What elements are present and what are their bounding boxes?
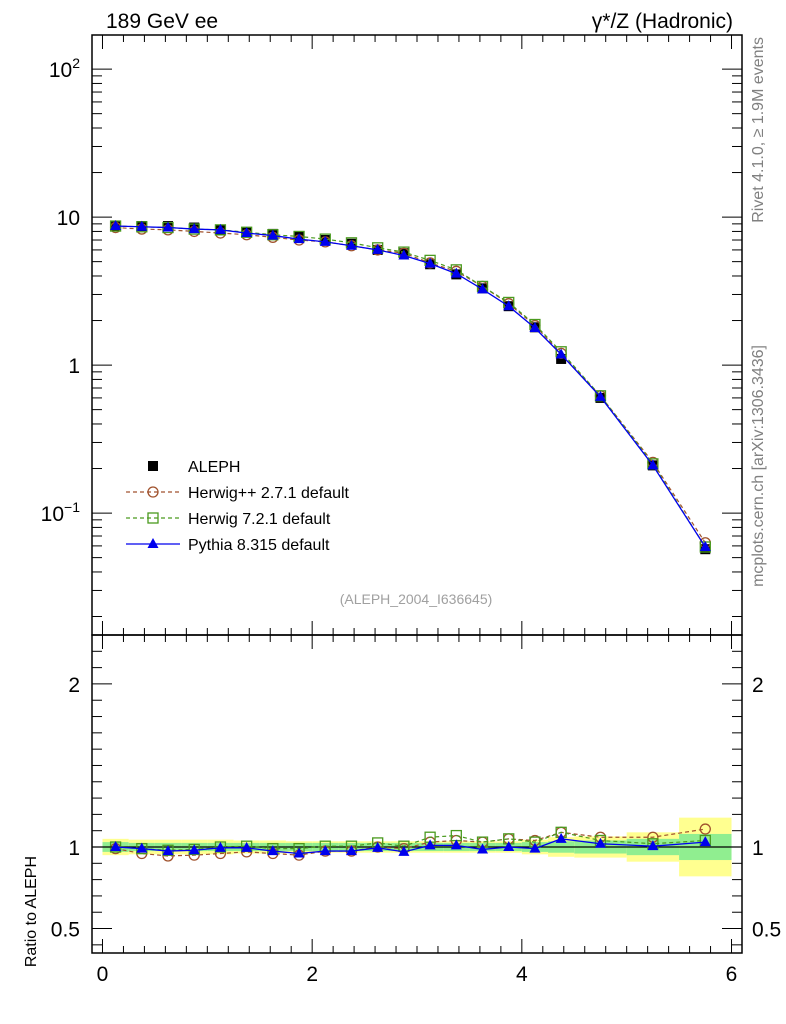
main-data-point: [162, 221, 174, 232]
ratio-data-point: [424, 839, 436, 850]
legend: ALEPH Herwig++ 2.7.1 default Herwig 7.2.1 …: [126, 459, 350, 554]
main-data-point: [241, 227, 253, 238]
ratio-data-point: [529, 842, 541, 853]
ratio-data-point: [450, 839, 462, 850]
ratio-data-point: [110, 841, 122, 851]
ratio-series-3: [110, 832, 711, 858]
ratio-y-tick-label-right: 1: [752, 837, 764, 860]
legend-entry-3: Herwig 7.2.1 default: [126, 511, 331, 528]
legend-label: ALEPH: [188, 459, 240, 476]
main-series-3: [109, 220, 711, 553]
x-tick-label: 2: [306, 963, 318, 986]
main-y-tick-label: 1: [68, 355, 80, 378]
ratio-data-point: [594, 837, 606, 848]
main-series-1: [110, 221, 711, 555]
ratio-y-tick-label-right: 0.5: [752, 919, 781, 942]
watermark-label: (ALEPH_2004_I636645): [340, 591, 493, 607]
ratio-data-point: [214, 841, 226, 852]
ratio-panel: 0 2 4 6 0.5 0.5 1 1 2 2 Ratio to ALEPH: [23, 634, 781, 986]
ratio-data-point: [136, 842, 148, 853]
rivet-version-label: Rivet 4.1.0, ≥ 1.9M events: [750, 37, 767, 223]
legend-entry-4: Pythia 8.315 default: [126, 537, 330, 554]
ratio-data-point: [188, 844, 200, 855]
legend-label: Herwig 7.2.1 default: [188, 511, 331, 528]
main-data-point: [214, 223, 226, 234]
legend-marker: [148, 461, 158, 471]
ratio-data-point: [699, 823, 711, 835]
main-data-point: [647, 459, 659, 470]
main-data-point: [529, 322, 541, 333]
main-data-point: [424, 257, 436, 268]
header-left-title: 189 GeV ee: [106, 10, 218, 33]
legend-marker: [147, 512, 159, 524]
main-data-point: [699, 540, 711, 551]
main-y-tick-label: 10: [57, 207, 80, 230]
main-data-point: [477, 283, 489, 294]
main-panel: 10−1 1 10 102 (ALEPH_2004_I636645) ALEPH Her…: [41, 34, 743, 636]
ratio-data-point: [699, 836, 711, 847]
ratio-y-tick-label: 2: [68, 674, 80, 697]
ratio-y-tick-label: 0.5: [51, 919, 80, 942]
x-tick-label: 0: [97, 963, 109, 986]
main-data-point: [594, 390, 606, 401]
header-right-title: γ*/Z (Hadronic): [592, 10, 733, 33]
ratio-data-point: [241, 841, 253, 852]
ratio-frame: [91, 634, 743, 954]
ratio-y-tick-label-right: 2: [752, 674, 764, 697]
main-data-point: [503, 300, 515, 311]
legend-entry-1: ALEPH: [148, 459, 240, 476]
main-data-point: [110, 220, 122, 231]
ratio-data-point: [398, 845, 410, 856]
main-data-point: [372, 243, 384, 254]
ratio-data-point: [477, 843, 489, 854]
main-y-tick-label: 102: [49, 55, 80, 82]
main-data-point: [319, 235, 331, 246]
main-data-point: [555, 348, 567, 359]
ratio-data-point: [372, 841, 384, 852]
ratio-data-point: [162, 845, 174, 856]
ratio-y-axis-label: Ratio to ALEPH: [23, 856, 40, 967]
main-data-point: [450, 267, 462, 278]
legend-label: Herwig++ 2.7.1 default: [188, 485, 350, 502]
main-y-tick-label: 10−1: [41, 499, 81, 526]
legend-label: Pythia 8.315 default: [188, 537, 330, 554]
ratio-data-point: [267, 845, 279, 856]
main-data-point: [267, 229, 279, 240]
legend-marker: [147, 538, 159, 548]
x-tick-label: 4: [516, 963, 528, 986]
main-data-point: [293, 233, 305, 244]
mcplots-source-label: mcplots.cern.ch [arXiv:1306.3436]: [750, 345, 767, 587]
ratio-series-line: [115, 828, 706, 857]
legend-marker: [147, 486, 159, 498]
main-data-point: [188, 223, 200, 234]
main-data-point: [345, 239, 357, 250]
legend-entry-2: Herwig++ 2.7.1 default: [126, 485, 350, 502]
ratio-data-point: [319, 845, 331, 856]
main-series-4: [110, 220, 711, 551]
x-tick-label: 6: [726, 963, 738, 986]
main-series-line: [115, 226, 706, 544]
main-data-point: [398, 249, 410, 260]
ratio-data-point: [293, 847, 305, 858]
ratio-y-tick-label: 1: [68, 837, 80, 860]
ratio-data-point: [503, 841, 515, 851]
main-data-point: [136, 220, 148, 231]
ratio-data-point: [647, 840, 659, 851]
ratio-data-point: [345, 845, 357, 856]
ratio-data-point: [555, 832, 567, 843]
